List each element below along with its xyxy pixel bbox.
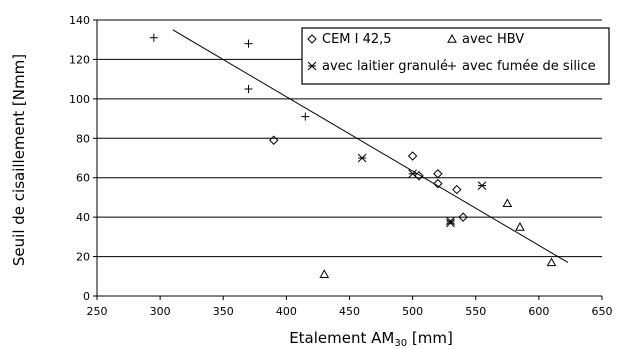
legend-items: CEM I 42,5 avec HBV avec laitier granulé av… (307, 32, 596, 74)
x-axis-title-unit: [mm] (407, 329, 453, 347)
data-point-plus (301, 112, 310, 121)
x-tick-label: 350 (213, 305, 234, 318)
data-point-diamond (407, 151, 418, 161)
x-tick-label: 250 (87, 305, 108, 318)
data-point-asterisk (477, 181, 487, 190)
data-points (149, 33, 557, 279)
trendline-layer (172, 29, 569, 263)
x-tick-label: 500 (402, 305, 423, 318)
data-point-triangle (515, 221, 525, 231)
y-tick-label: 60 (76, 172, 90, 185)
trendline (172, 29, 569, 263)
legend-marker-diamond (307, 34, 317, 44)
y-tick-label: 140 (69, 14, 90, 27)
data-point-asterisk (446, 216, 455, 226)
x-tick-label: 300 (150, 305, 171, 318)
data-point-diamond (433, 178, 443, 189)
legend-box (301, 27, 610, 85)
data-point-triangle (502, 198, 513, 208)
y-tick-label: 40 (76, 211, 90, 224)
y-tick-label: 20 (76, 251, 90, 264)
y-axis-title: Seuil de cisaillement [Nmm] (10, 54, 28, 266)
data-point-triangle (319, 269, 330, 279)
legend-label: avec fumée de silice (462, 59, 596, 74)
x-tick-label: 400 (276, 305, 297, 318)
data-point-plus (244, 39, 253, 48)
legend: CEM I 42,5 avec HBV avec laitier granulé av… (301, 27, 610, 85)
data-point-diamond (452, 184, 462, 195)
legend-label: avec HBV (462, 32, 524, 47)
y-tick-label: 120 (69, 53, 90, 66)
legend-marker-triangle (447, 33, 457, 43)
legend-marker-plus (448, 62, 456, 70)
x-tick-label: 550 (465, 305, 486, 318)
data-point-diamond (458, 212, 468, 222)
x-tick-label: 650 (592, 305, 613, 318)
axes (93, 19, 603, 300)
legend-marker-asterisk (307, 61, 317, 71)
y-tick-label: 0 (83, 290, 90, 303)
data-point-asterisk (446, 218, 455, 228)
data-point-diamond (414, 171, 424, 181)
x-tick-label: 600 (528, 305, 549, 318)
y-tick-label: 100 (69, 93, 90, 106)
data-point-diamond (433, 169, 443, 179)
y-tick-label: 80 (76, 132, 90, 145)
data-point-asterisk (408, 169, 417, 179)
data-point-plus (244, 85, 253, 93)
data-point-diamond (269, 135, 279, 145)
x-axis-title-main: Etalement AM (289, 329, 394, 347)
x-tick-label: 450 (339, 305, 360, 318)
tick-labels: 0 20 40 60 80 100 120 140 250 300 350 400 450 500 550 6… (69, 14, 613, 318)
data-point-triangle (546, 257, 557, 267)
legend-label: avec laitier granulé (322, 59, 448, 74)
data-point-plus (149, 33, 158, 42)
legend-label: CEM I 42,5 (322, 32, 392, 47)
x-axis-title-subscript: 30 (394, 338, 407, 349)
data-point-asterisk (357, 153, 367, 163)
x-axis-title: Etalement AM30 [mm] (289, 329, 453, 349)
